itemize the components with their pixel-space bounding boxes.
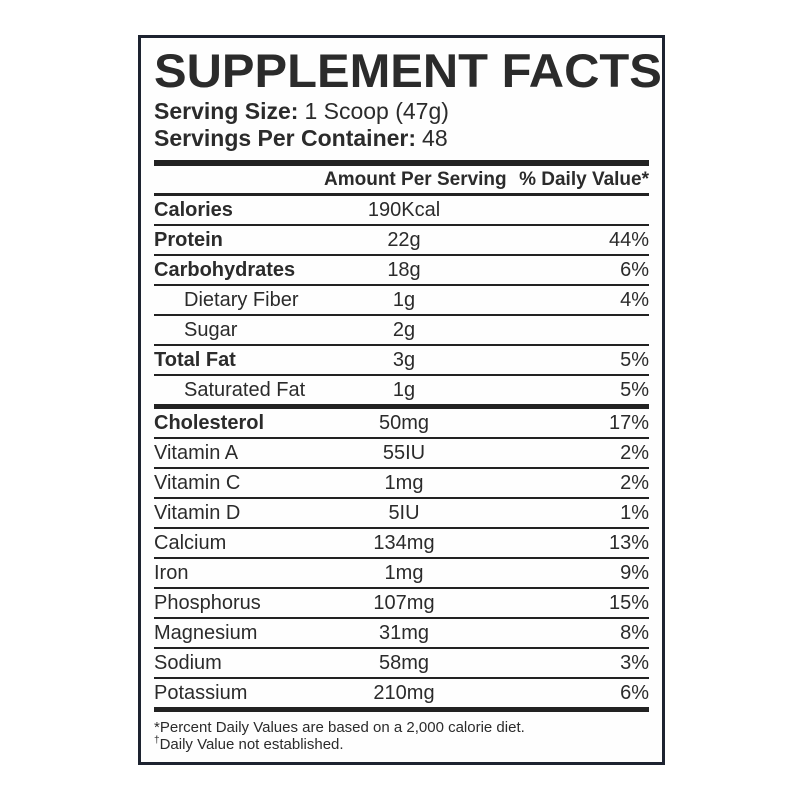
servings-per-container-value: 48 bbox=[422, 125, 448, 151]
fact-amount: 3g bbox=[392, 348, 416, 371]
fact-amount: 5IU bbox=[388, 501, 420, 524]
fact-name: Vitamin C bbox=[154, 471, 241, 494]
fact-amount: 22g bbox=[387, 228, 421, 251]
fact-dv: 15% bbox=[608, 591, 649, 614]
fact-dv: 9% bbox=[620, 561, 649, 584]
fact-name: Vitamin D bbox=[154, 501, 241, 524]
column-header-daily-value: % Daily Value* bbox=[519, 169, 649, 190]
fact-dv: 4% bbox=[620, 288, 649, 311]
fact-dv: 44% bbox=[608, 228, 649, 251]
fact-name: Sodium bbox=[154, 651, 222, 674]
serving-size-line: Serving Size: 1 Scoop (47g) bbox=[154, 98, 649, 125]
fact-dv: 2% bbox=[620, 441, 649, 464]
fact-name: Potassium bbox=[154, 681, 248, 704]
fact-amount: 1g bbox=[392, 378, 416, 401]
fact-name: Sugar bbox=[184, 318, 238, 341]
fact-row: Calcium 134mg 13% bbox=[154, 529, 649, 559]
fact-name: Calories bbox=[154, 198, 233, 221]
fact-dv: 17% bbox=[608, 411, 649, 434]
fact-amount: 18g bbox=[387, 258, 421, 281]
fact-dv: 13% bbox=[608, 531, 649, 554]
servings-per-container-line: Servings Per Container: 48 bbox=[154, 125, 649, 152]
fact-dv: 3% bbox=[620, 651, 649, 674]
fact-row: Cholesterol 50mg 17% bbox=[154, 409, 649, 439]
fact-name: Saturated Fat bbox=[184, 378, 306, 401]
footnote-text: Daily Value not established. bbox=[159, 736, 344, 753]
fact-dv: 2% bbox=[620, 471, 649, 494]
fact-amount: 1mg bbox=[384, 561, 424, 584]
fact-dv: 6% bbox=[620, 681, 649, 704]
fact-amount: 58mg bbox=[378, 651, 430, 674]
table-header: Amount Per Serving % Daily Value* bbox=[154, 167, 649, 196]
fact-name: Total Fat bbox=[154, 348, 236, 371]
fact-row: Carbohydrates 18g 6% bbox=[154, 256, 649, 286]
fact-name: Cholesterol bbox=[154, 411, 265, 434]
fact-amount: 55IU bbox=[382, 441, 426, 464]
fact-name: Phosphorus bbox=[154, 591, 261, 614]
fact-dv: 8% bbox=[620, 621, 649, 644]
fact-name: Protein bbox=[154, 228, 223, 251]
fact-name: Calcium bbox=[154, 531, 227, 554]
fact-name: Carbohydrates bbox=[154, 258, 296, 281]
fact-amount: 2g bbox=[392, 318, 416, 341]
label-title: SUPPLEMENT FACTS bbox=[154, 44, 662, 97]
fact-amount: 31mg bbox=[378, 621, 430, 644]
fact-dv: 1% bbox=[620, 501, 649, 524]
footnote: *Percent Daily Values are based on a 2,0… bbox=[154, 719, 649, 736]
fact-amount: 1g bbox=[392, 288, 416, 311]
fact-amount: 210mg bbox=[373, 681, 435, 704]
fact-row: Vitamin D 5IU 1% bbox=[154, 499, 649, 529]
fact-amount: 134mg bbox=[373, 531, 435, 554]
fact-row: Potassium 210mg 6% bbox=[154, 679, 649, 712]
footnote-text: Percent Daily Values are based on a 2,00… bbox=[159, 719, 525, 736]
fact-amount: 50mg bbox=[378, 411, 430, 434]
facts-rows: Calories 190Kcal Protein 22g 44% Carbohydrate… bbox=[154, 196, 649, 712]
fact-row: Iron 1mg 9% bbox=[154, 559, 649, 589]
fact-row: Sodium 58mg 3% bbox=[154, 649, 649, 679]
column-header-amount: Amount Per Serving bbox=[324, 169, 507, 190]
fact-name: Iron bbox=[154, 561, 189, 584]
serving-size-value: 1 Scoop (47g) bbox=[304, 98, 449, 124]
fact-row: Vitamin C 1mg 2% bbox=[154, 469, 649, 499]
fact-row: Sugar 2g bbox=[154, 316, 649, 346]
serving-size-label: Serving Size: bbox=[154, 98, 299, 124]
fact-name: Magnesium bbox=[154, 621, 258, 644]
fact-dv: 5% bbox=[620, 378, 649, 401]
footnotes: *Percent Daily Values are based on a 2,0… bbox=[154, 719, 649, 753]
fact-row: Vitamin A 55IU 2% bbox=[154, 439, 649, 469]
fact-row: Phosphorus 107mg 15% bbox=[154, 589, 649, 619]
fact-amount: 190Kcal bbox=[367, 198, 441, 221]
fact-row: Saturated Fat 1g 5% bbox=[154, 376, 649, 409]
supplement-facts-label: SUPPLEMENT FACTS Serving Size: 1 Scoop (4… bbox=[138, 35, 665, 765]
fact-dv: 6% bbox=[620, 258, 649, 281]
fact-row: Total Fat 3g 5% bbox=[154, 346, 649, 376]
fact-amount: 1mg bbox=[384, 471, 424, 494]
footnote: †Daily Value not established. bbox=[154, 735, 649, 754]
fact-row: Calories 190Kcal bbox=[154, 196, 649, 226]
divider-thick-top bbox=[154, 160, 649, 166]
footnote-symbol: † bbox=[154, 735, 160, 746]
servings-per-container-label: Servings Per Container: bbox=[154, 125, 417, 151]
fact-name: Dietary Fiber bbox=[184, 288, 299, 311]
fact-row: Protein 22g 44% bbox=[154, 226, 649, 256]
fact-row: Magnesium 31mg 8% bbox=[154, 619, 649, 649]
fact-amount: 107mg bbox=[373, 591, 435, 614]
fact-dv: 5% bbox=[620, 348, 649, 371]
fact-row: Dietary Fiber 1g 4% bbox=[154, 286, 649, 316]
fact-name: Vitamin A bbox=[154, 441, 239, 464]
footnote-symbol: * bbox=[154, 719, 160, 736]
